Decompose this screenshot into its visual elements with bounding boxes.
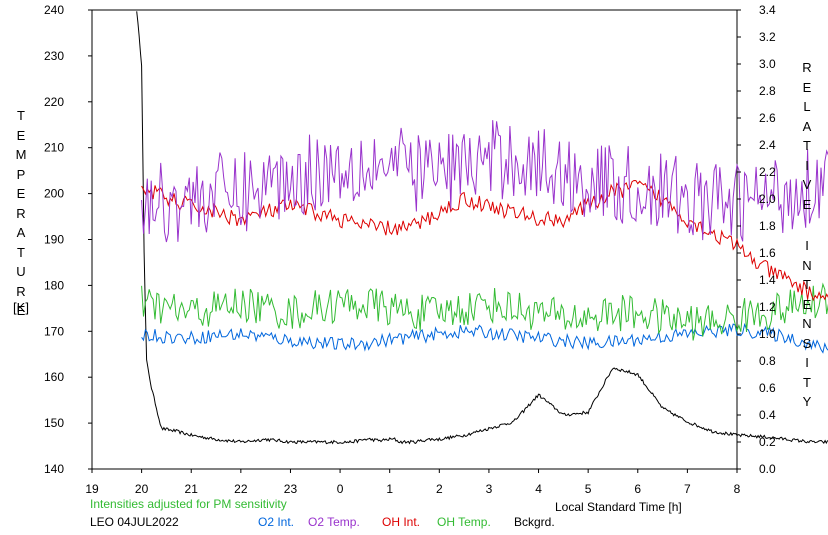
series-line-bckgrd	[136, 11, 828, 445]
legend-bckgrd: Bckgrd.	[514, 515, 555, 529]
x-tick-label: 7	[684, 482, 691, 496]
series-layer	[136, 11, 828, 445]
left-tick-label: 190	[44, 233, 64, 247]
right-tick-label: 0.2	[759, 435, 776, 449]
x-tick-label: 22	[234, 482, 248, 496]
series-line-o2-temp	[141, 120, 828, 243]
right-tick-label: 3.0	[759, 57, 776, 71]
right-tick-label: 2.0	[759, 192, 776, 206]
right-tick-label: 2.8	[759, 84, 776, 98]
right-tick-label: 1.4	[759, 273, 776, 287]
right-tick-label: 1.6	[759, 246, 776, 260]
right-tick-label: 1.8	[759, 219, 776, 233]
right-tick-label: 1.0	[759, 327, 776, 341]
legend-o2-temp: O2 Temp.	[308, 515, 360, 529]
sensitivity-note: Intensities adjusted for PM sensitivity	[90, 497, 287, 511]
right-tick-label: 0.4	[759, 408, 776, 422]
station-date-label: LEO 04JUL2022	[90, 515, 179, 529]
left-tick-label: 200	[44, 187, 64, 201]
x-tick-label: 21	[185, 482, 199, 496]
left-tick-label: 160	[44, 370, 64, 384]
right-tick-label: 2.6	[759, 111, 776, 125]
left-tick-label: 170	[44, 324, 64, 338]
right-tick-label: 0.6	[759, 381, 776, 395]
x-tick-label: 6	[634, 482, 641, 496]
left-tick-label: 210	[44, 141, 64, 155]
x-tick-label: 19	[85, 482, 99, 496]
x-tick-label: 23	[284, 482, 298, 496]
left-tick-label: 150	[44, 416, 64, 430]
legend-oh-temp: OH Temp.	[437, 515, 491, 529]
x-tick-label: 5	[585, 482, 592, 496]
left-tick-label: 230	[44, 49, 64, 63]
x-axis-label: Local Standard Time [h]	[555, 500, 682, 514]
tick-layer: 1401501601701801902002102202302400.00.20…	[44, 3, 776, 496]
right-tick-label: 2.4	[759, 138, 776, 152]
legend-o2-int: O2 Int.	[258, 515, 295, 529]
left-tick-label: 180	[44, 278, 64, 292]
x-tick-label: 20	[135, 482, 149, 496]
right-tick-label: 3.4	[759, 3, 776, 17]
series-line-oh-int	[141, 179, 828, 302]
left-tick-label: 140	[44, 462, 64, 476]
legend-oh-int: OH Int.	[382, 515, 421, 529]
x-tick-label: 4	[535, 482, 542, 496]
plot-frame	[91, 9, 738, 470]
series-line-oh-temp	[141, 282, 828, 341]
right-tick-label: 0.0	[759, 462, 776, 476]
series-line-o2-int	[141, 322, 828, 354]
x-tick-label: 3	[486, 482, 493, 496]
x-tick-label: 0	[337, 482, 344, 496]
right-tick-label: 2.2	[759, 165, 776, 179]
right-tick-label: 0.8	[759, 354, 776, 368]
left-tick-label: 240	[44, 3, 64, 17]
x-tick-label: 1	[386, 482, 393, 496]
x-tick-label: 8	[734, 482, 741, 496]
left-tick-label: 220	[44, 95, 64, 109]
left-axis-unit: [K]	[13, 300, 29, 315]
x-tick-label: 2	[436, 482, 443, 496]
right-tick-label: 3.2	[759, 30, 776, 44]
right-tick-label: 1.2	[759, 300, 776, 314]
